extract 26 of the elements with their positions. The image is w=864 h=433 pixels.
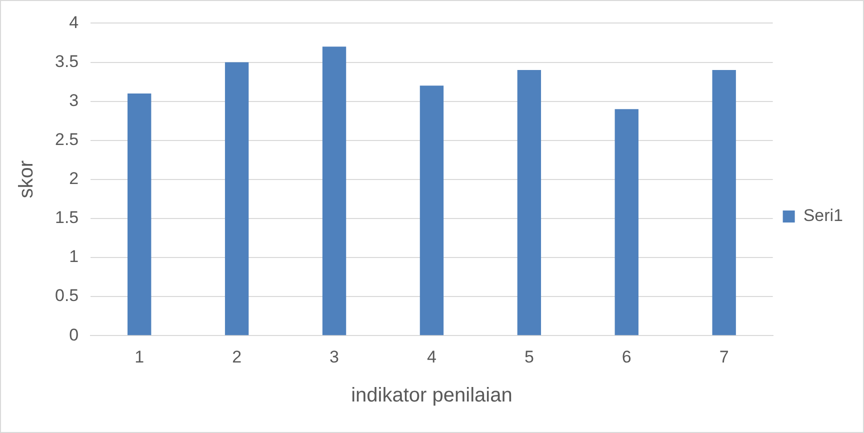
bar	[420, 86, 444, 336]
bar	[614, 109, 638, 336]
bar	[224, 62, 249, 336]
x-axis-title: indikator penilaian	[351, 384, 512, 407]
x-tick-label: 2	[232, 347, 242, 366]
y-axis-title: skor	[16, 160, 38, 198]
x-tick-label: 4	[426, 347, 436, 366]
y-tick-label: 2.5	[54, 130, 79, 150]
y-tick-label: 3.5	[54, 52, 79, 71]
y-tick-label: 0	[69, 325, 79, 344]
y-tick-label: 2	[69, 169, 79, 188]
x-tick-label: 5	[524, 347, 534, 366]
bar	[128, 93, 152, 336]
bar	[712, 70, 736, 336]
y-tick-label: 1.5	[54, 208, 79, 228]
bar	[517, 70, 542, 336]
bar	[322, 46, 346, 336]
y-tick-label: 0.5	[54, 286, 79, 306]
y-tick-label: 4	[69, 12, 79, 32]
y-tick-label: 3	[69, 90, 79, 110]
x-tick-label: 3	[330, 347, 340, 366]
x-tick-label: 7	[719, 347, 729, 366]
legend-label: Seri1	[803, 206, 843, 226]
y-tick-label: 1	[69, 247, 79, 266]
x-tick-label: 6	[622, 347, 632, 366]
x-tick-label: 1	[134, 347, 144, 366]
